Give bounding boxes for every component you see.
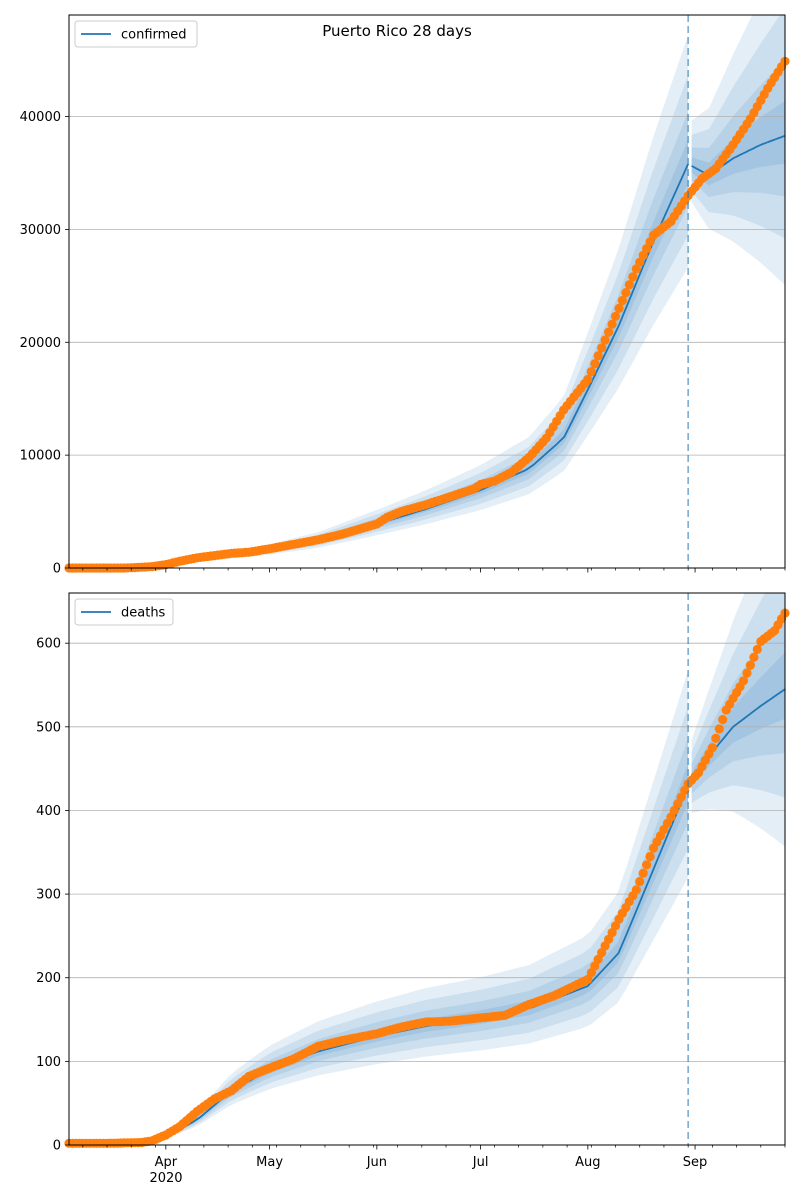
confidence-band: [69, 75, 689, 568]
observed-point: [738, 676, 749, 686]
confidence-band: [691, 15, 785, 286]
y-tick-label: 30000: [20, 223, 61, 238]
observed-point: [597, 343, 607, 353]
observed-point: [631, 885, 641, 895]
y-tick-label: 500: [36, 720, 61, 735]
confidence-band: [691, 15, 785, 239]
y-tick-label: 10000: [20, 449, 61, 464]
x-tick-label: May: [256, 1155, 283, 1170]
confidence-band: [69, 34, 689, 568]
y-tick-label: 300: [36, 888, 61, 903]
y-tick-label: 600: [36, 637, 61, 652]
confidence-band: [69, 139, 689, 568]
observed-point: [714, 724, 724, 734]
y-axis-ticks: 0 10000 20000 30000 40000: [20, 110, 69, 577]
observed-point: [628, 272, 638, 282]
year-label: 2020: [149, 1171, 182, 1186]
y-tick-label: 200: [36, 971, 61, 986]
confirmed-panel: 0 10000 20000 30000 40000 confirmed Puerto R…: [20, 14, 790, 577]
x-axis-ticks: [82, 568, 786, 573]
y-tick-label: 40000: [20, 110, 61, 125]
gridlines: [69, 642, 785, 1062]
observed-point: [749, 652, 759, 662]
legend: confirmed: [74, 20, 198, 48]
observed-point: [604, 327, 614, 337]
x-axis-ticks: Apr May Jun Jul Aug Sep: [82, 1145, 786, 1170]
confidence-band: [69, 670, 689, 1145]
observed-point: [645, 851, 655, 862]
observed-point: [593, 351, 603, 361]
x-tick-label: Jul: [472, 1155, 489, 1170]
y-tick-label: 0: [53, 562, 61, 577]
chart-title: Puerto Rico 28 days: [322, 22, 472, 40]
observed-point: [607, 319, 617, 329]
observed-point: [614, 303, 624, 313]
y-axis-ticks: 0 100 200 300 400 500 600: [36, 637, 69, 1154]
observed-point: [624, 280, 634, 290]
observed-point: [583, 374, 593, 385]
observed-point: [752, 644, 762, 655]
observed-point: [642, 860, 652, 870]
observed-point: [711, 733, 721, 743]
observed-point: [638, 250, 648, 260]
observed-point: [718, 714, 728, 725]
legend-box: [74, 20, 198, 48]
observed-point: [590, 359, 600, 369]
legend-box: [74, 598, 174, 626]
axes-frame: [68, 592, 786, 1146]
legend-label: deaths: [121, 606, 166, 621]
y-tick-label: 400: [36, 804, 61, 819]
axes-frame: [68, 14, 786, 569]
y-tick-label: 100: [36, 1055, 61, 1070]
observed-point: [707, 743, 718, 753]
x-tick-label: Jun: [366, 1155, 387, 1170]
legend-label: confirmed: [121, 28, 187, 43]
observed-point: [610, 311, 621, 321]
observed-points: [64, 56, 790, 573]
observed-point: [586, 367, 596, 377]
legend: deaths: [74, 598, 174, 626]
deaths-panel: 0 100 200 300 400 500 600 Apr May Jun Jul Aug Sep d…: [36, 592, 790, 1186]
observed-point: [635, 257, 645, 267]
confidence-band: [691, 652, 785, 787]
x-tick-label: Aug: [575, 1155, 600, 1170]
observed-point: [621, 288, 631, 298]
observed-point: [635, 876, 645, 887]
y-tick-label: 20000: [20, 336, 61, 351]
observed-point: [745, 660, 756, 670]
observed-points: [64, 608, 790, 1148]
observed-point: [642, 244, 652, 254]
x-tick-label: Apr: [155, 1155, 178, 1170]
observed-point: [742, 668, 752, 678]
x-tick-label: Sep: [683, 1155, 708, 1170]
y-tick-label: 0: [53, 1139, 61, 1154]
observed-point: [638, 868, 648, 878]
confidence-band: [691, 593, 785, 847]
observed-point: [600, 335, 610, 345]
observed-point: [617, 295, 628, 306]
